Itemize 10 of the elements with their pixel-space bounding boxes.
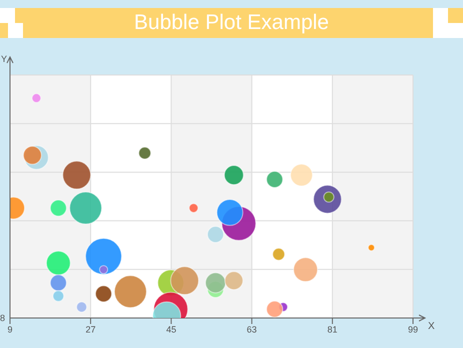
x-tick-label: 99 (408, 324, 418, 334)
y-axis-title: Y (1, 54, 8, 64)
x-tick-label: 63 (246, 324, 257, 334)
x-tick-label: 27 (86, 324, 96, 334)
chart-title: Bubble Plot Example (8, 8, 455, 38)
x-tick-label: 9 (7, 324, 13, 334)
x-axis-title: X (428, 321, 435, 332)
x-tick-label: 45 (166, 324, 176, 334)
x-tick-label: 81 (327, 324, 338, 334)
text: 8 (0, 313, 6, 323)
